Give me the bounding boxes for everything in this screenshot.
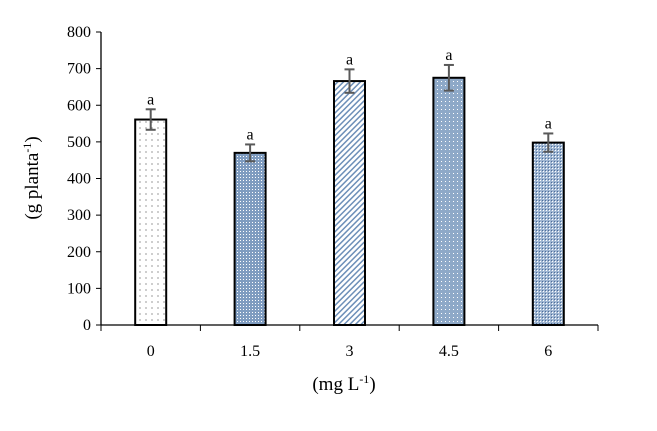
y-tick-label: 300: [67, 207, 91, 224]
y-axis-label: (g planta-1): [20, 136, 43, 219]
y-tick-label: 500: [67, 134, 91, 151]
significance-letter: a: [147, 91, 154, 108]
significance-letter: a: [445, 47, 452, 64]
y-tick-label: 400: [67, 171, 91, 188]
x-tick-label: 0: [147, 343, 155, 360]
x-tick-label: 6: [544, 343, 552, 360]
y-tick-label: 200: [67, 244, 91, 261]
y-tick-label: 800: [67, 24, 91, 41]
y-tick-label: 700: [67, 61, 91, 78]
x-tick-label: 4.5: [439, 343, 459, 360]
bar: [134, 118, 168, 326]
x-tick-label: 3: [346, 343, 354, 360]
bar: [333, 80, 366, 326]
significance-letter: a: [247, 126, 254, 143]
y-tick-label: 600: [67, 97, 91, 114]
bar: [233, 151, 267, 326]
bar: [531, 141, 565, 326]
x-axis-label: (mg L-1): [312, 372, 375, 395]
y-tick-label: 0: [83, 317, 91, 334]
significance-letter: a: [545, 115, 552, 132]
y-tick-label: 100: [67, 280, 91, 297]
bar: [432, 76, 466, 326]
x-tick-label: 1.5: [240, 343, 260, 360]
significance-letter: a: [346, 51, 353, 68]
